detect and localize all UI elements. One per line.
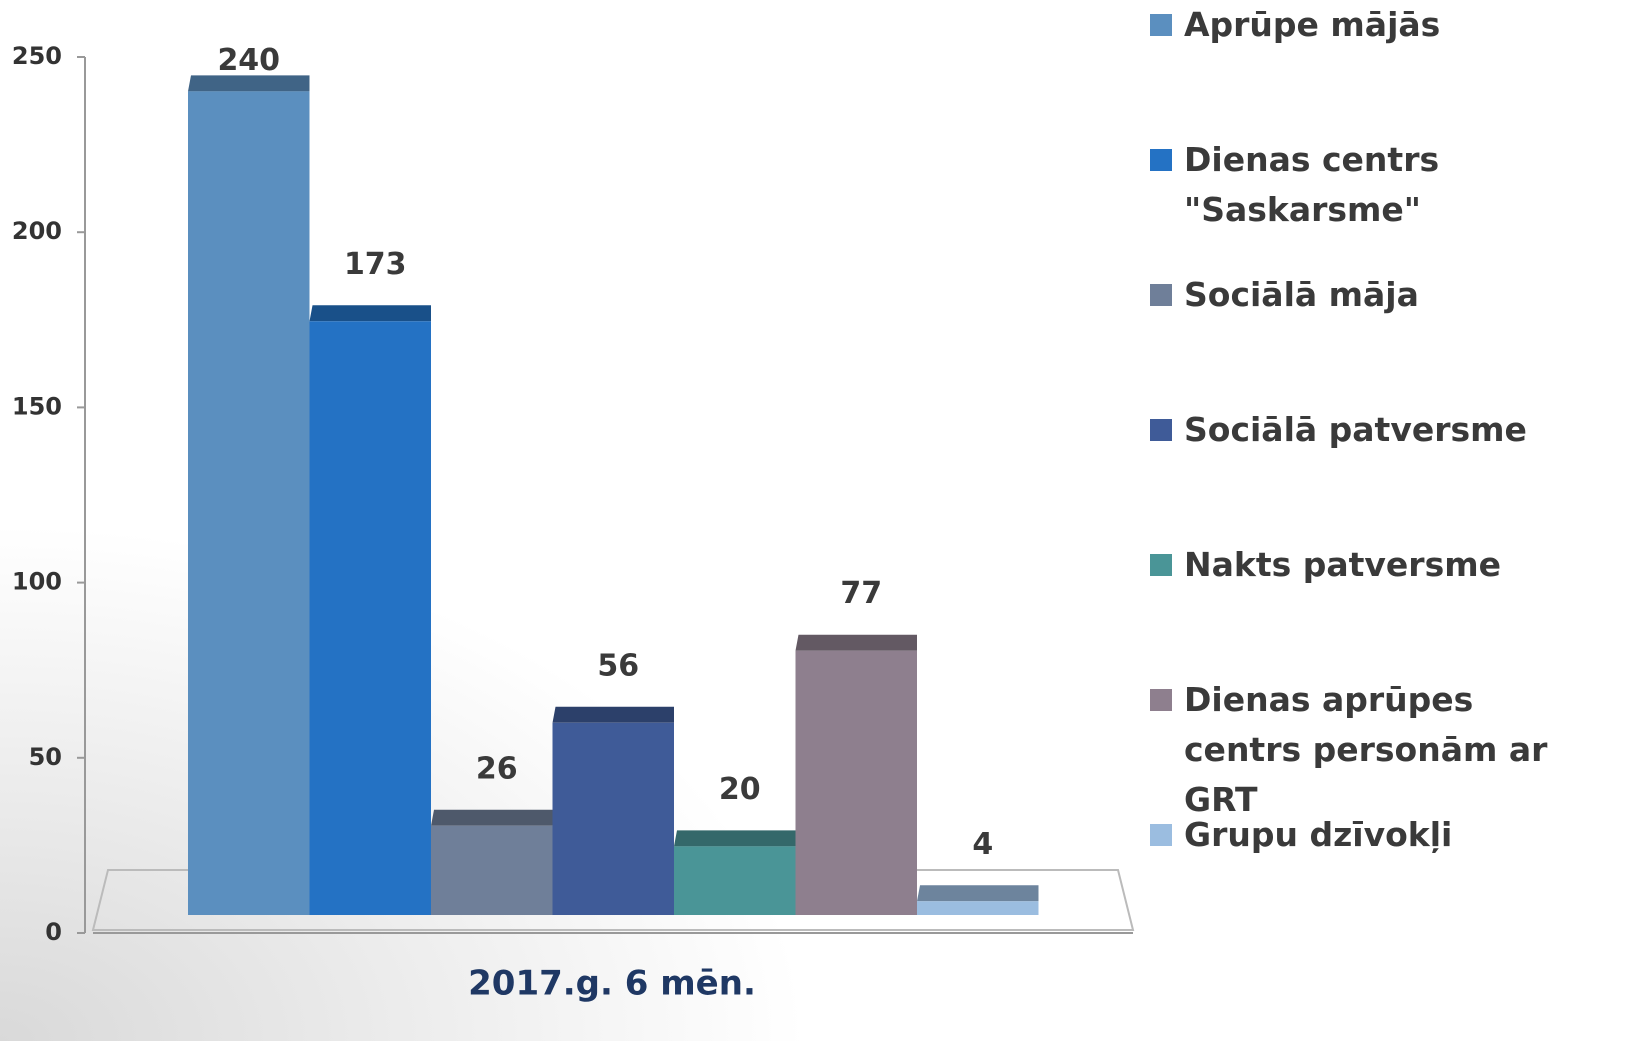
legend-label: Dienas centrs "Saskarsme": [1184, 140, 1440, 229]
legend-swatch: [1150, 149, 1172, 171]
y-tick-label: 0: [45, 918, 62, 946]
legend-label: Sociālā patversme: [1184, 410, 1527, 449]
legend-swatch: [1150, 689, 1172, 711]
data-label: 240: [217, 43, 280, 78]
bar: [795, 650, 917, 915]
legend-swatch: [1150, 284, 1172, 306]
legend-item: Sociālā māja: [1150, 270, 1419, 320]
bar: [309, 321, 431, 915]
bar-top: [309, 305, 431, 322]
y-tick-label: 50: [29, 743, 62, 771]
bar-top: [431, 809, 553, 826]
data-label: 20: [719, 772, 761, 807]
legend-item: Sociālā patversme: [1150, 405, 1527, 455]
bar: [431, 825, 553, 915]
y-tick-label: 200: [12, 217, 62, 245]
bar-top: [674, 830, 796, 847]
legend-label: Grupu dzīvokļi: [1184, 815, 1453, 854]
data-label: 26: [476, 751, 518, 786]
data-label: 173: [344, 247, 407, 282]
y-tick-label: 250: [12, 42, 62, 70]
bar-top: [795, 634, 917, 651]
y-tick-label: 150: [12, 392, 62, 420]
legend-swatch: [1150, 14, 1172, 36]
legend-swatch: [1150, 824, 1172, 846]
legend-item: Grupu dzīvokļi: [1150, 810, 1452, 860]
legend-item: Aprūpe mājās: [1150, 0, 1440, 50]
legend-item: Nakts patversme: [1150, 540, 1501, 590]
bar-top: [917, 885, 1039, 902]
legend-swatch: [1150, 419, 1172, 441]
x-category-label: 2017.g. 6 mēn.: [468, 964, 756, 1004]
bar: [188, 91, 310, 915]
legend-swatch: [1150, 554, 1172, 576]
legend-item: Dienas aprūpes centrs personām ar GRT: [1150, 675, 1570, 825]
bar-top: [188, 75, 310, 92]
bar: [552, 722, 674, 915]
legend-label: Nakts patversme: [1184, 545, 1501, 584]
data-label: 77: [840, 576, 882, 611]
legend-label: Dienas aprūpes centrs personām ar GRT: [1184, 680, 1548, 819]
bar-top: [552, 706, 674, 723]
data-label: 4: [972, 827, 993, 862]
legend-label: Aprūpe mājās: [1184, 5, 1441, 44]
bar: [917, 901, 1039, 915]
legend-label: Sociālā māja: [1184, 275, 1419, 314]
legend-item: Dienas centrs "Saskarsme": [1150, 135, 1570, 235]
data-label: 56: [597, 648, 639, 683]
y-tick-label: 100: [12, 568, 62, 596]
bar: [674, 846, 796, 915]
